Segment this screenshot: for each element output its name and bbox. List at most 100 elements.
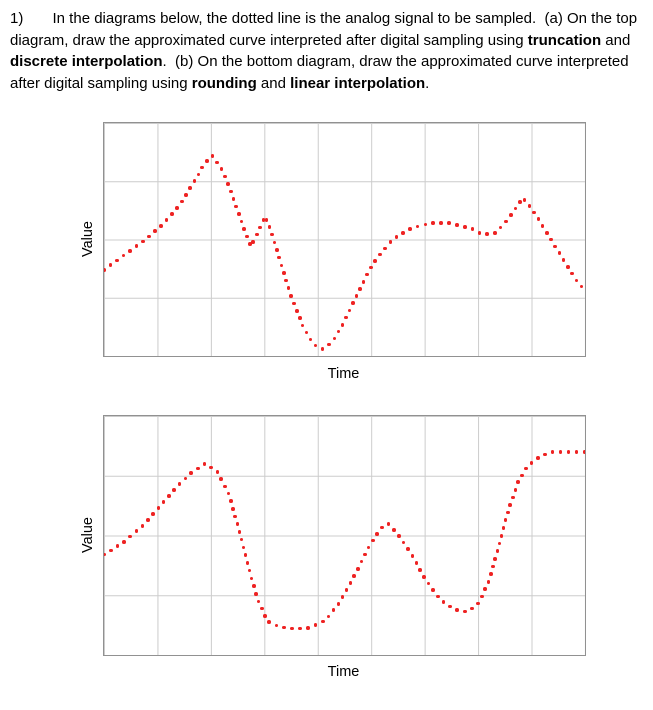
signal-dot: [108, 263, 113, 267]
signal-dot: [371, 538, 375, 543]
signal-dot: [256, 599, 261, 604]
signal-dot: [365, 272, 370, 277]
top-diagram-grid: [103, 122, 586, 357]
signal-dot: [275, 248, 279, 252]
x-axis-label-bottom: Time: [327, 664, 360, 680]
signal-dot: [239, 537, 244, 542]
signal-dot: [397, 534, 402, 538]
signal-dot: [505, 510, 510, 515]
signal-dot: [192, 179, 197, 184]
signal-dot: [172, 488, 176, 492]
signal-dot: [313, 623, 318, 627]
signal-dot: [189, 471, 193, 475]
signal-dot: [304, 330, 309, 335]
signal-dot: [167, 494, 171, 498]
signal-dot: [566, 450, 571, 454]
signal-dot: [332, 336, 337, 341]
signal-dot: [272, 240, 277, 245]
signal-dot: [327, 342, 331, 347]
signal-dot: [104, 552, 106, 557]
signal-dot: [352, 574, 356, 578]
signal-dot: [348, 581, 353, 585]
signal-dot: [361, 279, 366, 284]
signal-dot: [128, 249, 132, 253]
signal-dot: [344, 315, 348, 320]
signal-dot: [477, 230, 482, 235]
signal-dot: [431, 221, 436, 225]
signal-dot: [508, 503, 513, 507]
signal-dot: [401, 540, 406, 545]
signal-dot: [159, 224, 163, 228]
signal-dot: [184, 193, 188, 197]
signal-dot: [215, 160, 219, 165]
signal-dot: [406, 547, 410, 551]
signal-dot: [392, 527, 396, 532]
signal-dot: [170, 212, 174, 217]
signal-dot: [336, 602, 341, 606]
question-segment: .: [425, 74, 430, 92]
signal-dot: [476, 601, 480, 606]
signal-dot: [469, 606, 474, 611]
signal-dot: [229, 499, 233, 503]
signal-dot: [582, 450, 585, 454]
signal-dot: [410, 554, 415, 558]
signal-dot: [498, 225, 503, 230]
signal-dot: [247, 242, 252, 246]
signal-dot: [200, 165, 205, 170]
signal-dot: [375, 532, 379, 536]
signal-dot: [156, 506, 161, 510]
signal-dot: [483, 587, 487, 591]
signal-dot: [574, 450, 579, 454]
signal-dot: [358, 287, 362, 291]
signal-dot: [380, 525, 384, 530]
signal-dot: [128, 534, 133, 539]
signal-dot: [274, 623, 279, 628]
signal-dot: [219, 167, 224, 171]
signal-dot: [320, 347, 325, 351]
signal-dot: [134, 244, 139, 249]
signal-dot: [359, 559, 364, 564]
signal-dot: [261, 218, 266, 222]
signal-dot: [388, 240, 393, 244]
signal-dot: [210, 154, 215, 158]
signal-dot: [441, 600, 446, 604]
signal-dot: [347, 308, 352, 313]
signal-dot: [263, 614, 267, 618]
signal-dot: [245, 561, 250, 565]
signal-dot: [222, 484, 227, 489]
signal-dot: [196, 172, 201, 177]
signal-dot: [306, 625, 310, 630]
signal-dot: [495, 549, 500, 553]
signal-dot: [340, 322, 345, 327]
signal-dot: [108, 548, 113, 553]
signal-dot: [219, 477, 223, 482]
signal-dot: [511, 495, 515, 500]
signal-dot: [579, 284, 584, 289]
signal-dot: [401, 231, 406, 235]
signal-dot: [255, 232, 259, 237]
signal-dot: [369, 265, 373, 270]
signal-dot: [536, 456, 540, 460]
signal-dot: [344, 588, 349, 592]
signal-dot: [504, 219, 508, 224]
signal-dot: [252, 584, 256, 588]
signal-dot: [351, 301, 355, 306]
signal-dot: [386, 522, 391, 526]
signal-dot: [491, 564, 495, 569]
signal-dot: [550, 450, 555, 454]
signal-dot: [179, 199, 184, 204]
signal-dot: [241, 545, 246, 550]
signal-dot: [524, 466, 528, 471]
signal-dot: [485, 232, 489, 237]
signal-dot: [234, 204, 238, 209]
signal-dot: [549, 237, 553, 242]
signal-dot: [561, 258, 566, 262]
signal-dot: [439, 221, 444, 225]
x-axis-label-top: Time: [327, 366, 360, 382]
signal-dot: [115, 258, 119, 263]
signal-dot: [215, 470, 220, 474]
signal-dot: [320, 619, 325, 624]
signal-dot: [499, 533, 504, 538]
signal-dot: [540, 224, 545, 228]
